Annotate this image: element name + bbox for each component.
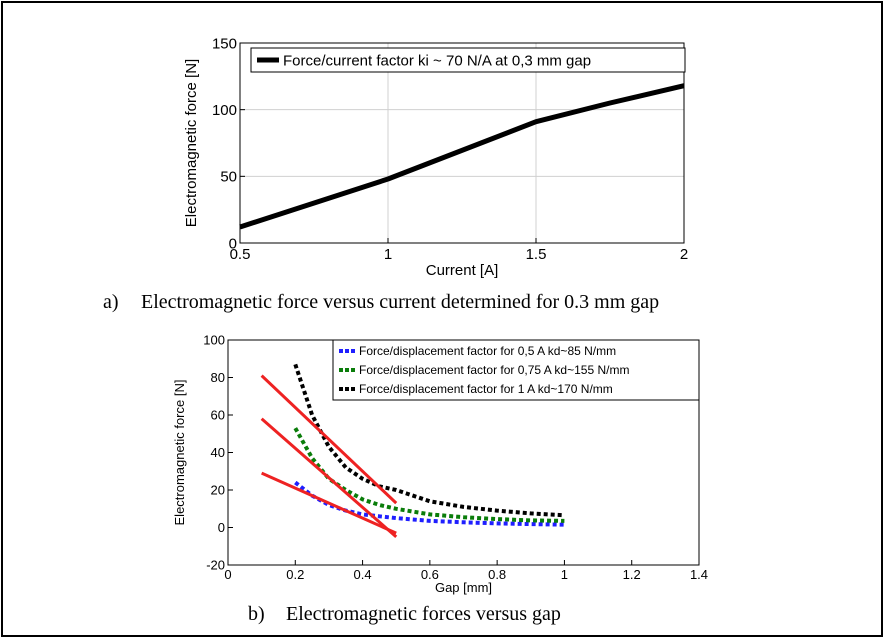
chart-force-vs-current: 0.5 1 1.5 2 0 50 100 150 Force/current factor k… [183,35,688,279]
chart-a-series-layer [239,83,685,230]
chart-b-y-tick-label: -20 [206,558,225,573]
chart-b-x-tick-label: 1.2 [623,567,641,582]
chart-b-tangent-line-3 [260,374,398,505]
chart-a-grid [239,42,685,244]
chart-b-x-tick-label: 1.4 [690,567,708,582]
chart-a-y-tick-label: 100 [212,102,237,119]
chart-a-legend: Force/current factor ki ~ 70 N/A at 0,3 … [250,47,686,73]
chart-b-legend: Force/displacement factor for 0,5 A kd~8… [332,339,700,401]
caption-b-label: b) [248,603,265,625]
chart-b-x-tick-label: 0 [224,567,231,582]
chart-b-legend-label-2: Force/displacement factor for 0,75 A kd~… [359,363,629,377]
chart-a-y-axis-label: Electromagnetic force [N] [183,59,200,227]
chart-b-x-tick-label: 0.6 [421,567,439,582]
chart-b-legend-label-1: Force/displacement factor for 0,5 A kd~8… [359,344,616,358]
chart-a-ticks: 0.5 1 1.5 2 0 50 100 150 [212,35,688,263]
chart-b-x-tick-label: 0.4 [354,567,372,582]
chart-a-legend-label-1: Force/current factor ki ~ 70 N/A at 0,3 … [283,52,591,69]
chart-a-x-tick-label: 1 [384,246,392,263]
chart-b-series-line-3 [293,363,565,518]
chart-b-legend-label-3: Force/displacement factor for 1 A kd~170… [359,382,613,396]
chart-b-x-tick-label: 0.8 [488,567,506,582]
chart-b-y-axis-label: Electromagnetic force [N] [172,380,187,526]
caption-a-label: a) [103,291,119,313]
chart-b-y-tick-label: 20 [211,483,225,498]
chart-a-x-tick-label: 2 [680,246,688,263]
caption-b-text: Electromagnetic forces versus gap [286,603,561,625]
chart-a-x-tick-label: 0.5 [230,246,251,263]
chart-b-y-tick-label: 0 [218,520,225,535]
caption-b: b) Electromagnetic forces versus gap [248,603,561,626]
chart-b-series-line-1 [294,480,565,527]
chart-b-series-layer [260,363,565,539]
chart-b-x-tick-label: 1 [561,567,568,582]
chart-b-tangent-line-1 [261,471,397,535]
chart-b-tangent-line-2 [260,417,398,539]
chart-a-y-tick-label: 150 [212,35,237,52]
chart-b-x-axis-label: Gap [mm] [435,580,492,595]
caption-a-text: Electromagnetic force versus current det… [141,291,660,313]
chart-a-y-tick-label: 0 [229,235,237,252]
chart-b-y-tick-label: 60 [211,408,225,423]
chart-b-y-tick-label: 100 [203,333,225,348]
chart-b-legend-box [332,339,700,401]
chart-a-axes-box [239,42,685,244]
chart-a-series-line-1 [239,83,685,230]
chart-b-y-tick-label: 40 [211,445,225,460]
chart-a-legend-box [250,47,686,73]
chart-b-y-tick-label: 80 [211,370,225,385]
caption-a: a) Electromagnetic force versus current d… [103,291,659,314]
chart-a-x-tick-label: 1.5 [526,246,547,263]
chart-a-x-axis-label: Current [A] [426,262,499,279]
chart-a-y-tick-label: 50 [220,169,237,186]
chart-b-x-tick-label: 0.2 [286,567,304,582]
